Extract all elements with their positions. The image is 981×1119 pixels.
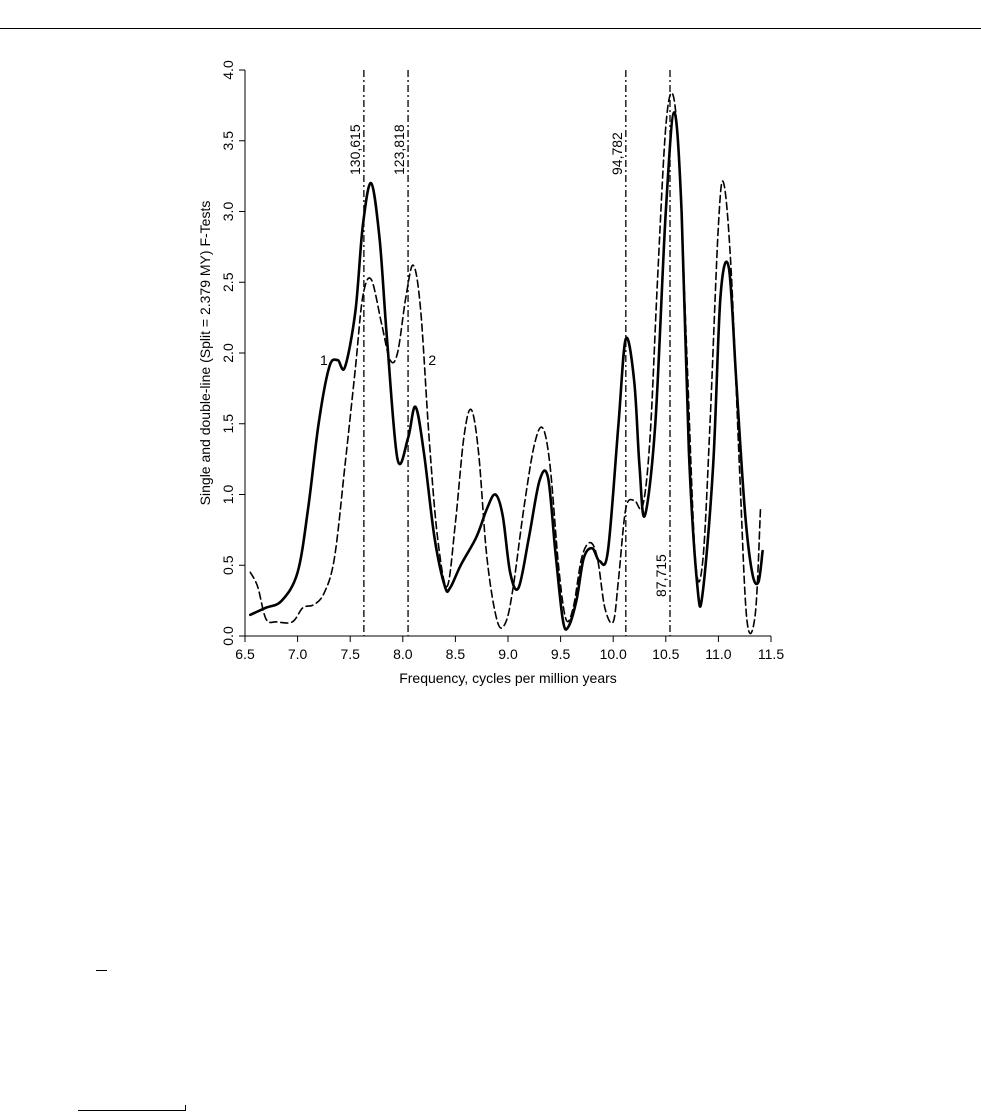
x-tick-label: 11.5 (758, 646, 784, 662)
x-tick-label: 6.5 (235, 646, 255, 662)
x-tick-label: 10.5 (652, 646, 679, 662)
x-tick-label: 8.5 (446, 646, 466, 662)
x-axis-label: Frequency, cycles per million years (399, 670, 617, 686)
series-line-dashed (249, 92, 762, 635)
y-tick-label: 3.0 (220, 202, 236, 222)
x-tick-label: 10.0 (600, 646, 627, 662)
x-tick-label: 7.0 (288, 646, 308, 662)
stray-overbar (96, 970, 107, 971)
footnote-rule (78, 1110, 185, 1111)
f-test-chart: 130,615 123,818 94,782 87,715 6.5 7.0 7.5 8.0 8… (197, 60, 784, 686)
reference-line-label: 94,782 (609, 132, 625, 175)
x-tick-label: 9.5 (551, 646, 571, 662)
y-tick-label: 0.5 (220, 555, 236, 575)
x-tick-label: 9.0 (498, 646, 518, 662)
reference-lines: 130,615 123,818 94,782 87,715 (347, 70, 671, 636)
y-tick-label: 2.5 (220, 272, 236, 292)
header-rule (0, 28, 981, 29)
y-tick-label: 3.5 (220, 131, 236, 151)
x-axis-ticks: 6.5 7.0 7.5 8.0 8.5 9.0 9.5 10.0 10.5 11.0 11.5 (235, 636, 784, 662)
footnote-mark (185, 1105, 186, 1111)
series-line-solid (249, 111, 764, 631)
y-tick-label: 2.0 (220, 343, 236, 363)
series-lines (249, 92, 764, 635)
x-tick-label: 7.5 (340, 646, 360, 662)
reference-line-label: 123,818 (391, 124, 407, 175)
x-tick-label: 8.0 (393, 646, 413, 662)
y-tick-label: 0.0 (220, 626, 236, 646)
reference-line-label: 87,715 (653, 554, 669, 597)
reference-line-label: 130,615 (347, 124, 363, 175)
y-tick-label: 1.0 (220, 485, 236, 505)
x-tick-label: 11.0 (705, 646, 731, 662)
y-tick-label: 1.5 (220, 414, 236, 434)
curve-label: 1 (320, 352, 328, 368)
y-axis-label: Single and double-line (Split = 2.379 MY… (197, 201, 213, 506)
y-axis-ticks: 0.0 0.5 1.0 1.5 2.0 2.5 3.0 3.5 4.0 (220, 60, 245, 646)
curve-label: 2 (428, 352, 436, 368)
y-tick-label: 4.0 (220, 60, 236, 80)
